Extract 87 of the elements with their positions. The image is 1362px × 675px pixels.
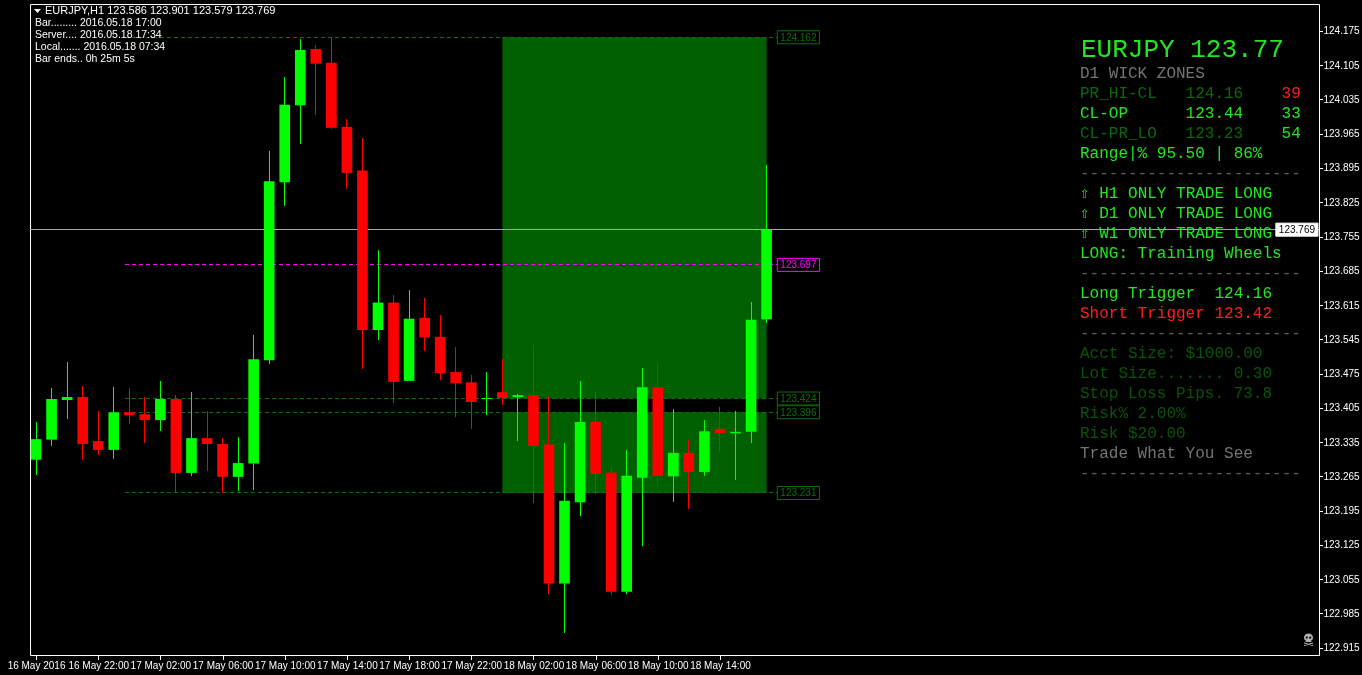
annotation: Lot Size....... 0.30 (1080, 364, 1273, 383)
ref-line-label: 123.424 (780, 393, 817, 405)
annotation: Bar ends.. 0h 25m 5s (35, 52, 135, 64)
x-tick-label: 17 May 02:00 (130, 659, 192, 671)
y-tick-label: 123.755 (1323, 231, 1361, 242)
x-tick-label: 18 May 02:00 (503, 659, 565, 671)
y-tick-label: 123.545 (1323, 333, 1361, 345)
candlestick (232, 436, 244, 492)
annotation: Trade What You See (1080, 444, 1253, 463)
candlestick (92, 410, 104, 456)
candlestick (310, 44, 322, 116)
annotation: ----------------------- (1080, 264, 1301, 283)
y-tick-label: 123.125 (1323, 539, 1361, 551)
candlestick (61, 361, 73, 420)
x-tick-label: 17 May 10:00 (254, 659, 316, 671)
candlestick (155, 380, 166, 432)
annotation: EURJPY 123.77 (1081, 34, 1284, 65)
candlestick (512, 393, 524, 442)
annotation: Long Trigger 124.16 (1080, 284, 1273, 303)
y-tick-label: 123.895 (1323, 162, 1361, 174)
annotation: Server.... 2016.05.18 17:34 (35, 28, 162, 40)
chart-title: EURJPY,H1 123.586 123.901 123.579 123.769 (45, 3, 276, 16)
annotation: 39 (1281, 84, 1301, 103)
annotation: D1 WICK ZONES (1080, 64, 1205, 83)
annotation: 124.16 (1185, 84, 1244, 103)
candlestick (450, 346, 462, 418)
y-tick-label: 123.825 (1323, 196, 1361, 208)
x-tick-label: 18 May 06:00 (565, 659, 627, 671)
x-tick-label: 17 May 18:00 (379, 659, 441, 671)
annotation: 123.23 (1185, 124, 1244, 143)
x-tick-label: 18 May 10:00 (627, 659, 690, 671)
y-tick-label: 123.615 (1323, 299, 1361, 311)
annotation: Risk% 2.00% (1080, 404, 1187, 423)
ref-line-label: 123.697 (780, 259, 817, 271)
x-tick-label: 17 May 14:00 (317, 659, 379, 671)
annotation: PR_HI-CL (1080, 84, 1157, 103)
annotation: ⇧ D1 ONLY TRADE LONG (1080, 204, 1273, 223)
annotation: Short Trigger 123.42 (1080, 304, 1273, 323)
annotation: ----------------------- (1080, 324, 1301, 343)
candlestick (683, 439, 695, 510)
candlestick (201, 410, 213, 472)
y-tick-label: 123.475 (1323, 368, 1361, 380)
candlestick (465, 374, 477, 430)
annotation: ----------------------- (1080, 164, 1301, 183)
y-tick-label: 124.105 (1323, 59, 1361, 71)
candlestick (139, 396, 151, 444)
x-tick-label: 16 May 22:00 (68, 659, 130, 671)
y-tick-label: 123.685 (1323, 265, 1361, 277)
annotation: Acct Size: $1000.00 (1080, 344, 1263, 363)
annotation: Local....... 2016.05.18 07:34 (35, 40, 166, 52)
candlestick (481, 371, 493, 416)
candlestick (123, 387, 135, 425)
annotation: 54 (1281, 124, 1301, 143)
ref-line-label: 124.162 (780, 31, 817, 43)
y-tick-label: 124.175 (1323, 25, 1361, 37)
annotation: ⇧ H1 ONLY TRADE LONG (1080, 184, 1273, 203)
annotation: 33 (1281, 104, 1301, 123)
candlestick (419, 297, 430, 352)
y-tick-label: 122.915 (1323, 642, 1361, 654)
annotation: ⇧ W1 ONLY TRADE LONG (1080, 224, 1273, 243)
annotation: ----------------------- (1080, 464, 1301, 483)
x-tick-label: 18 May 14:00 (690, 659, 752, 671)
candlestick (668, 408, 679, 503)
x-tick-label: 17 May 06:00 (192, 659, 254, 671)
ref-line-label: 123.769 (1278, 224, 1316, 236)
candlestick (30, 421, 42, 476)
annotation: CL-PR_LO (1080, 124, 1157, 143)
annotation: Risk $20.00 (1080, 424, 1186, 443)
x-tick-label: 17 May 22:00 (441, 659, 503, 671)
ref-line-label: 123.231 (780, 487, 817, 499)
y-tick-label: 124.035 (1323, 93, 1361, 105)
y-tick-label: 123.405 (1323, 402, 1361, 414)
y-tick-label: 123.335 (1323, 436, 1361, 448)
x-tick-label: 16 May 2016 (7, 659, 66, 671)
y-tick-label: 123.265 (1323, 470, 1361, 482)
annotation: Range|% 95.50 | 86% (1080, 144, 1263, 163)
y-tick-label: 123.055 (1323, 573, 1361, 585)
annotation: Bar......... 2016.05.18 17:00 (35, 16, 162, 28)
ref-line-label: 123.396 (780, 406, 817, 418)
annotation: Stop Loss Pips. 73.8 (1080, 384, 1273, 403)
annotation: LONG: Training Wheels (1080, 244, 1282, 263)
annotation: 123.44 (1185, 104, 1244, 123)
y-tick-label: 123.195 (1323, 505, 1361, 517)
annotation: CL-OP (1080, 104, 1129, 123)
y-tick-label: 122.985 (1323, 607, 1361, 619)
y-tick-label: 123.965 (1323, 128, 1361, 140)
candlestick (497, 358, 508, 406)
